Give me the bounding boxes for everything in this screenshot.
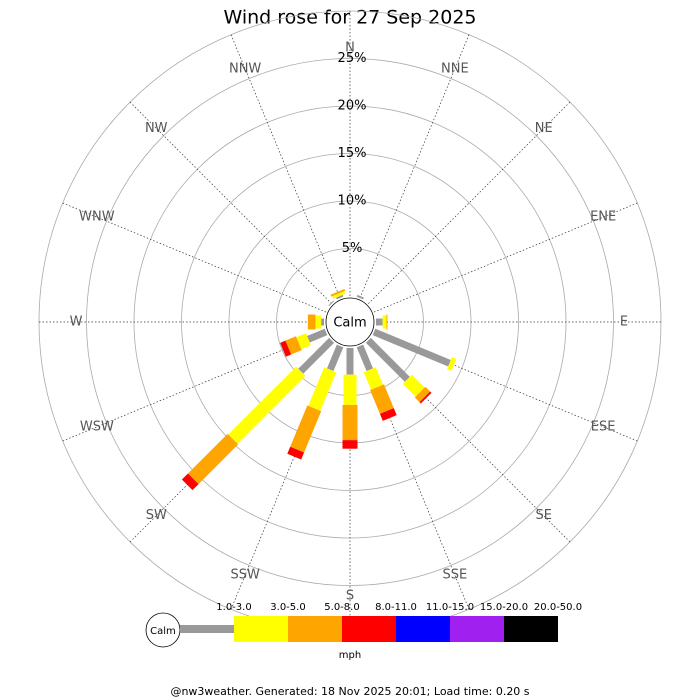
direction-label: ENE xyxy=(590,210,616,225)
bar-segment xyxy=(321,318,324,326)
bar-segment xyxy=(382,315,387,329)
direction-label: NW xyxy=(145,121,168,136)
bar-segment xyxy=(315,315,322,329)
r-tick-label: 5% xyxy=(342,241,363,256)
legend-label: 20.0-50.0 xyxy=(534,602,582,613)
direction-label: SSW xyxy=(230,568,260,583)
direction-label: E xyxy=(620,315,628,330)
legend-swatch xyxy=(180,625,234,633)
bar-segment xyxy=(296,333,311,350)
bar-segment xyxy=(370,384,394,414)
legend-label: 3.0-5.0 xyxy=(270,602,305,613)
legend-swatch xyxy=(504,616,558,642)
direction-label: NNW xyxy=(229,61,261,76)
bar-segment xyxy=(290,405,322,453)
grid-ring xyxy=(86,58,614,586)
bar-segment xyxy=(419,391,432,404)
bar-segment xyxy=(285,336,302,355)
bar-segment xyxy=(365,337,410,382)
legend-swatch xyxy=(396,616,450,642)
center-label: Calm xyxy=(333,316,366,331)
bar-segment xyxy=(356,294,364,300)
direction-label: WNW xyxy=(79,210,115,225)
bar-segment xyxy=(330,288,346,297)
direction-label: SW xyxy=(146,508,167,523)
grid-ring xyxy=(181,153,519,491)
bar-segment xyxy=(363,367,384,390)
bar-segment xyxy=(402,374,425,397)
r-tick-label: 15% xyxy=(338,146,367,161)
bar-segment xyxy=(187,433,239,485)
direction-label: NNE xyxy=(441,61,469,76)
bar-segment xyxy=(298,337,335,374)
bar-segment xyxy=(414,386,431,403)
legend-label: 5.0-8.0 xyxy=(324,602,359,613)
bar-segment xyxy=(327,344,344,372)
legend-label: 11.0-15.0 xyxy=(426,602,474,613)
direction-label: W xyxy=(70,315,83,330)
bar-segment xyxy=(287,446,305,460)
r-tick-label: 20% xyxy=(338,99,367,114)
chart-title: Wind rose for 27 Sep 2025 xyxy=(223,7,476,29)
legend-swatch xyxy=(342,616,396,642)
bar-segment xyxy=(308,367,337,411)
bar-segment xyxy=(379,408,397,421)
bar-segment xyxy=(307,328,328,343)
direction-label: N xyxy=(345,41,355,56)
bar-segment xyxy=(372,328,451,367)
bar-segment xyxy=(356,344,373,372)
legend-swatch xyxy=(450,616,504,642)
direction-label: SE xyxy=(536,508,552,523)
direction-label: SSE xyxy=(442,568,467,583)
footer: @nw3weather. Generated: 18 Nov 2025 20:0… xyxy=(170,685,529,698)
bar-segment xyxy=(386,314,388,330)
bar-segment xyxy=(346,348,354,375)
r-tick-label: 10% xyxy=(338,194,367,209)
bar-segment xyxy=(336,294,344,300)
unit-label: mph xyxy=(339,650,361,661)
legend-swatch xyxy=(234,616,288,642)
direction-label: ESE xyxy=(591,419,616,434)
bar-segment xyxy=(343,374,357,405)
legend-label: 1.0-3.0 xyxy=(216,602,251,613)
legend-label: 15.0-20.0 xyxy=(480,602,528,613)
legend-label: 8.0-11.0 xyxy=(375,602,417,613)
bar-segment xyxy=(342,440,358,449)
bar-segment xyxy=(332,291,346,299)
bar-segment xyxy=(181,473,199,491)
bar-segment xyxy=(342,405,358,441)
r-tick-label: 25% xyxy=(338,51,367,66)
bar-segment xyxy=(376,318,383,326)
bar-segment xyxy=(280,340,292,357)
bar-segment xyxy=(447,357,457,372)
direction-label: NE xyxy=(535,121,553,136)
legend-calm-label: Calm xyxy=(150,626,176,637)
bar-segment xyxy=(328,300,335,307)
direction-label: WSW xyxy=(80,419,114,434)
calm-circle xyxy=(325,297,375,347)
bar-segment xyxy=(228,366,306,444)
direction-label: S xyxy=(346,589,354,604)
legend-swatch xyxy=(288,616,342,642)
bar-segment xyxy=(307,314,316,330)
